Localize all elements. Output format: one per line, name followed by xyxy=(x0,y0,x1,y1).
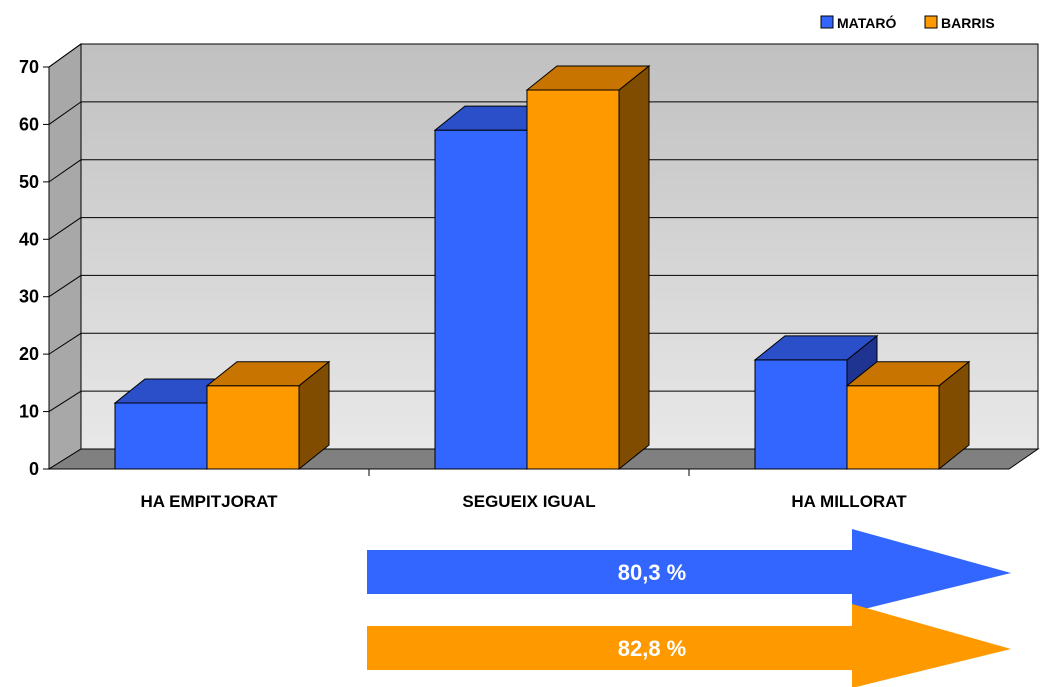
x-category-label: HA EMPITJORAT xyxy=(141,492,279,511)
bar-top xyxy=(753,335,879,361)
bar-front xyxy=(114,402,208,470)
y-tick-label: 20 xyxy=(19,344,39,364)
y-tick-label: 60 xyxy=(19,114,39,134)
y-tick-label: 0 xyxy=(29,459,39,479)
x-category-label: SEGUEIX IGUAL xyxy=(462,492,595,511)
bar xyxy=(845,360,971,471)
y-tick-label: 50 xyxy=(19,172,39,192)
legend-label: BARRIS xyxy=(941,15,995,31)
bar-side xyxy=(618,64,650,471)
bar-top xyxy=(525,65,651,91)
y-tick-label: 30 xyxy=(19,287,39,307)
bar-front xyxy=(754,359,848,470)
summary-arrows: 80,3 % 82,8 % xyxy=(367,529,1011,687)
side-wall xyxy=(48,43,82,470)
x-category-label: HA MILLORAT xyxy=(791,492,907,511)
arrow-shape xyxy=(367,529,1011,612)
arrow-label: 82,8 % xyxy=(618,636,687,661)
bars xyxy=(113,64,971,471)
y-axis-ticks: 0 10 20 30 40 50 60 70 xyxy=(19,57,49,479)
bar-front xyxy=(206,385,300,470)
y-tick-label: 10 xyxy=(19,402,39,422)
summary-arrow: 82,8 % xyxy=(367,604,1011,687)
gridline-side xyxy=(48,332,82,355)
gridline-side xyxy=(48,101,82,125)
gridline-side xyxy=(48,390,82,412)
legend-swatch xyxy=(924,15,938,29)
summary-arrow: 80,3 % xyxy=(367,529,1011,612)
arrow-shape xyxy=(367,604,1011,687)
bar xyxy=(525,64,651,471)
gridline-side xyxy=(48,275,82,298)
bar-front xyxy=(846,385,940,470)
y-tick-label: 40 xyxy=(19,229,39,249)
arrow-label: 80,3 % xyxy=(618,560,687,585)
bar xyxy=(205,360,331,471)
bar-top xyxy=(845,361,971,387)
legend-swatch xyxy=(820,15,834,29)
gridline-side xyxy=(48,217,82,240)
x-axis-ticks: HA EMPITJORAT SEGUEIX IGUAL HA MILLORAT xyxy=(141,469,907,511)
gridline-side xyxy=(48,159,82,183)
gridline-side xyxy=(48,43,82,68)
bar-front xyxy=(526,89,620,470)
y-tick-label: 70 xyxy=(19,57,39,77)
legend-label: MATARÓ xyxy=(837,14,896,31)
bar-top xyxy=(205,361,331,387)
bar-front xyxy=(434,129,528,470)
legend: MATARÓ BARRIS xyxy=(820,14,995,31)
